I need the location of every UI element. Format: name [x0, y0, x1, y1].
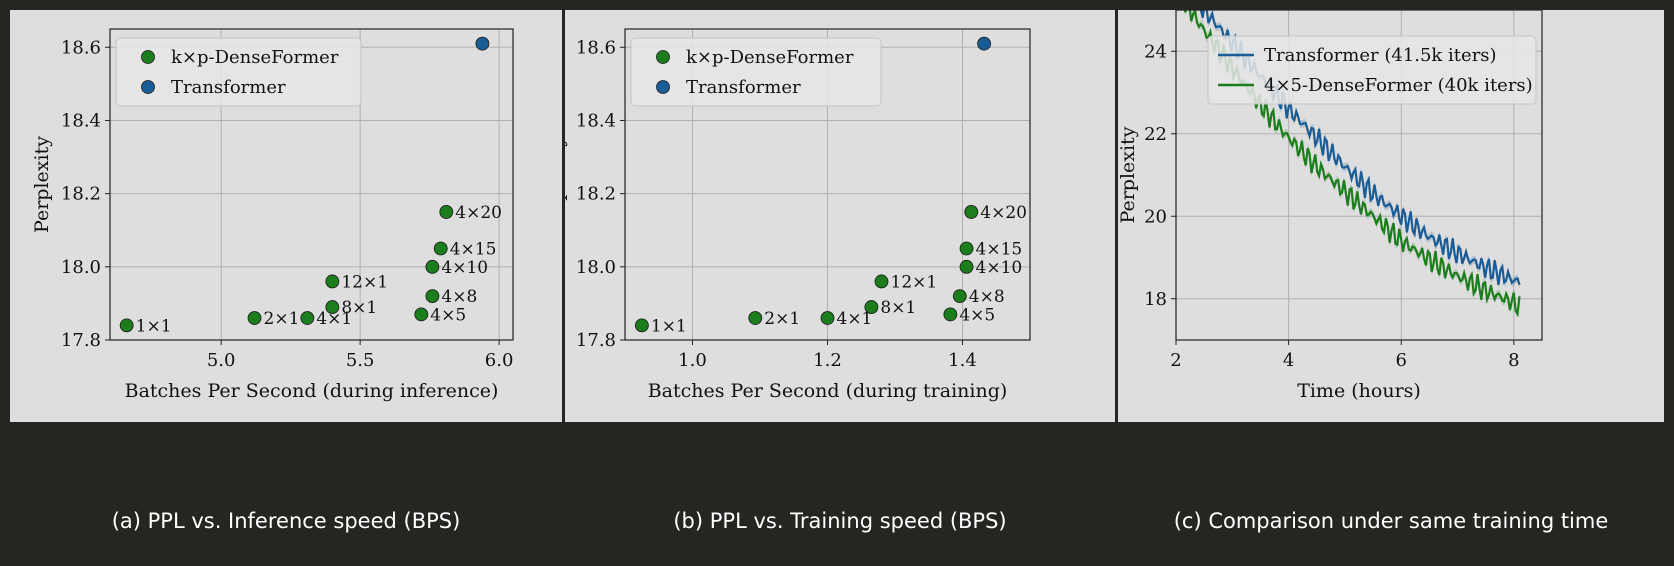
data-point [952, 289, 967, 303]
point-label: 4×20 [455, 203, 502, 223]
x-axis-label: Time (hours) [1297, 380, 1421, 402]
x-tick-label: 2 [1170, 350, 1181, 371]
legend-label: k×p-DenseFormer [686, 47, 854, 68]
point-label: 8×1 [880, 298, 916, 318]
x-tick-label: 6.0 [485, 350, 514, 371]
point-label: 4×10 [441, 258, 488, 278]
legend-marker [656, 80, 670, 94]
point-label: 4×8 [441, 287, 477, 307]
legend-marker [141, 50, 155, 64]
legend-box [115, 37, 362, 107]
axes-frame [624, 28, 1031, 341]
point-label: 2×1 [764, 309, 800, 329]
y-tick-label: 18.6 [576, 37, 616, 58]
axes-frame [1175, 10, 1543, 341]
y-tick-label: 18.2 [61, 184, 101, 205]
y-axis-label: Perplexity [1118, 126, 1139, 223]
y-tick-label: 18.2 [576, 184, 616, 205]
x-tick-label: 1.0 [678, 350, 707, 371]
y-tick-label: 20 [1144, 206, 1167, 227]
point-label: 4×15 [450, 240, 497, 260]
x-axis-label: Batches Per Second (during inference) [125, 380, 499, 402]
legend-label: Transformer (41.5k iters) [1264, 45, 1497, 66]
data-point [433, 241, 448, 256]
data-point [964, 205, 979, 219]
x-tick-label: 6 [1396, 350, 1407, 371]
point-label: 4×5 [959, 305, 995, 325]
data-point [439, 205, 454, 219]
data-point [247, 311, 262, 325]
data-point [864, 300, 879, 314]
caption-time: (c) Comparison under same training time [1173, 509, 1609, 533]
point-label: 8×1 [341, 298, 377, 318]
data-point [325, 274, 340, 289]
point-label: 4×5 [430, 305, 466, 325]
legend-box [630, 37, 882, 107]
point-label: 1×1 [651, 316, 687, 336]
data-point [959, 241, 974, 256]
y-tick-label: 24 [1144, 41, 1167, 62]
x-axis-label: Batches Per Second (during training) [648, 380, 1008, 402]
data-point [959, 259, 974, 274]
point-label: 1×1 [136, 316, 172, 336]
legend-label: k×p-DenseFormer [171, 47, 339, 68]
chart-panel-training: 1.0 1.2 1.4 17.8 18.0 18.2 18.4 18.6 1×1 2×1 4×1 8×… [565, 10, 1115, 422]
data-point [634, 318, 649, 333]
y-axis-label: Perplexity [31, 136, 53, 233]
x-tick-label: 4 [1283, 350, 1294, 371]
x-tick-label: 5.0 [207, 350, 236, 371]
point-label: 4×8 [969, 287, 1005, 307]
data-point [425, 259, 440, 274]
legend-label: Transformer [171, 77, 286, 98]
y-tick-label: 18.0 [61, 257, 101, 278]
legend-marker [141, 80, 155, 94]
data-point [119, 318, 134, 333]
chart-panel-time: 2 4 6 8 18 20 22 24 Time (hours) Perplexity Transf… [1118, 10, 1664, 422]
legend-label: Transformer [686, 77, 801, 98]
y-tick-label: 18.4 [61, 110, 101, 131]
legend-box [1207, 35, 1537, 105]
caption-training: (b) PPL vs. Training speed (BPS) [673, 509, 1007, 533]
point-label: 4×1 [837, 309, 873, 329]
data-point [414, 307, 429, 322]
data-point [425, 289, 440, 303]
point-label: 2×1 [264, 309, 300, 329]
y-tick-label: 18 [1144, 289, 1167, 310]
data-point [475, 36, 490, 51]
x-tick-label: 5.5 [346, 350, 375, 371]
chart-training-svg: 1.0 1.2 1.4 17.8 18.0 18.2 18.4 18.6 1×1 2×1 4×1 8×… [565, 28, 1031, 402]
y-tick-label: 17.8 [61, 330, 101, 351]
legend-label: 4×5-DenseFormer (40k iters) [1264, 75, 1533, 96]
point-label: 12×1 [341, 272, 388, 292]
caption-inference: (a) PPL vs. Inference speed (BPS) [111, 509, 461, 533]
axes-frame [109, 28, 514, 341]
y-tick-label: 17.8 [576, 330, 616, 351]
y-tick-label: 18.0 [576, 257, 616, 278]
y-axis-label: Perplexity [565, 136, 568, 233]
data-point [748, 311, 763, 325]
point-label: 4×1 [316, 309, 352, 329]
point-label: 12×1 [891, 272, 938, 292]
data-point [820, 311, 835, 325]
point-label: 4×10 [976, 258, 1023, 278]
x-tick-label: 1.2 [813, 350, 842, 371]
x-tick-label: 1.4 [948, 350, 977, 371]
data-point [977, 36, 992, 51]
plot-area [634, 36, 992, 333]
data-point [874, 274, 889, 289]
x-tick-label: 8 [1508, 350, 1519, 371]
chart-panel-inference: 5.0 5.5 6.0 17.8 18.0 18.2 18.4 18.6 1×1 2×1 4×1 8×… [10, 10, 562, 422]
data-point [325, 300, 340, 314]
chart-inference-svg: 5.0 5.5 6.0 17.8 18.0 18.2 18.4 18.6 1×1 2×1 4×18×… [31, 28, 514, 402]
y-tick-label: 18.4 [576, 110, 616, 131]
plot-area [119, 36, 490, 333]
data-point [943, 307, 958, 322]
legend-marker [656, 50, 670, 64]
point-label: 4×15 [976, 240, 1023, 260]
y-tick-label: 18.6 [61, 37, 101, 58]
y-tick-label: 22 [1144, 124, 1167, 145]
point-label: 4×20 [980, 203, 1027, 223]
data-point [300, 311, 315, 325]
